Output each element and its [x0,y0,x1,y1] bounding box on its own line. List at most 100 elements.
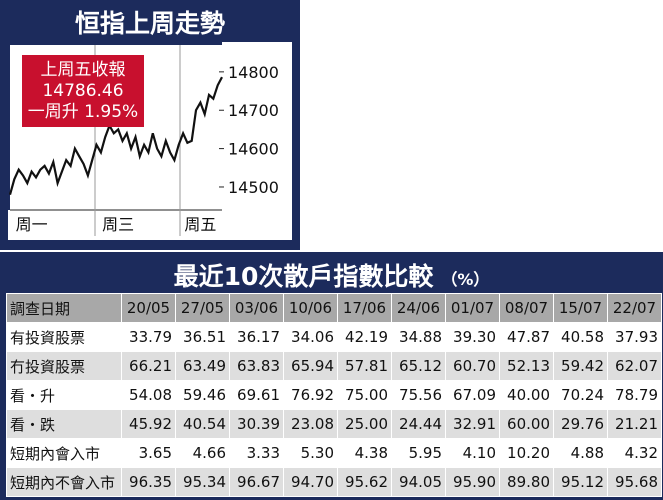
table-cell: 45.92 [121,409,176,439]
table-cell: 94.70 [283,467,338,497]
table-cell: 3.33 [229,438,284,468]
table-cell: 76.92 [283,380,338,410]
table-cell: 67.09 [445,380,500,410]
row-label: 短期內會入市 [6,438,122,468]
table-row: 短期內會入市 3.65 4.66 3.33 5.30 4.38 5.95 4.10 10.20 4… [6,438,662,468]
table-cell: 95.62 [337,467,392,497]
table-cell: 47.87 [499,322,554,352]
row-label: 看・升 [6,380,122,410]
table-cell: 5.95 [391,438,446,468]
table-cell: 75.00 [337,380,392,410]
table-cell: 89.80 [499,467,554,497]
table-cell: 42.19 [337,322,392,352]
table-cell: 59.42 [553,351,608,381]
table-row: 有投資股票 33.79 36.51 36.17 34.06 42.19 34.88 39.30… [6,322,662,352]
annotation-text: 14786.46 [42,81,123,101]
table-cell: 96.35 [121,467,176,497]
table-cell: 24.44 [391,409,446,439]
table-cell: 63.49 [175,351,230,381]
table-cell: 37.93 [607,322,662,352]
table-cell: 65.94 [283,351,338,381]
table-cell: 95.68 [607,467,662,497]
table-cell: 4.88 [553,438,608,468]
table-cell: 52.13 [499,351,554,381]
table-cell: 95.90 [445,467,500,497]
header-cell: 08/07 [499,293,554,323]
row-label: 冇投資股票 [6,351,122,381]
row-label: 有投資股票 [6,322,122,352]
table-cell: 32.91 [445,409,500,439]
table-cell: 96.67 [229,467,284,497]
table-cell: 95.34 [175,467,230,497]
table-cell: 60.00 [499,409,554,439]
table-panel: 最近10次散戶指數比較 （%） 調查日期 20/05 27/05 03/06 10/06 1… [0,252,663,500]
axis-strip [8,210,292,240]
chart-title: 恒指上周走勢 [74,9,225,38]
header-cell: 03/06 [229,293,284,323]
table-row: 短期內不會入市 96.35 95.34 96.67 94.70 95.62 94.05 95.… [6,467,662,497]
table-cell: 30.39 [229,409,284,439]
table-cell: 3.65 [121,438,176,468]
row-label: 看・跌 [6,409,122,439]
annotation-text: 一周升 1.95% [28,102,138,122]
table-cell: 36.51 [175,322,230,352]
header-cell: 22/07 [607,293,662,323]
row-label: 短期內不會入市 [6,467,122,497]
table-cell: 75.56 [391,380,446,410]
y-tick-label: 14600 [228,140,279,159]
header-cell: 24/06 [391,293,446,323]
table-cell: 34.06 [283,322,338,352]
table-cell: 40.54 [175,409,230,439]
table-cell: 25.00 [337,409,392,439]
table-cell: 5.30 [283,438,338,468]
table-cell: 21.21 [607,409,662,439]
table-cell: 65.12 [391,351,446,381]
table-cell: 59.46 [175,380,230,410]
header-cell: 20/05 [121,293,176,323]
header-cell: 調查日期 [6,293,122,323]
header-cell: 27/05 [175,293,230,323]
y-tick-label: 14500 [228,178,279,197]
table-cell: 69.61 [229,380,284,410]
table-cell: 95.12 [553,467,608,497]
table-title-row: 最近10次散戶指數比較 （%） [0,257,663,293]
header-cell: 15/07 [553,293,608,323]
table-cell: 60.70 [445,351,500,381]
header-cell: 01/07 [445,293,500,323]
table-cell: 62.07 [607,351,662,381]
header-row: 調查日期 20/05 27/05 03/06 10/06 17/06 24/06 01/07 0… [6,293,662,323]
index-line [8,76,223,195]
table-cell: 29.76 [553,409,608,439]
table-cell: 66.21 [121,351,176,381]
table-cell: 4.66 [175,438,230,468]
label-strip [222,42,292,210]
table-cell: 33.79 [121,322,176,352]
x-tick-label: 周三 [102,215,134,234]
table-row: 看・跌 45.92 40.54 30.39 23.08 25.00 24.44 32.91 60… [6,409,662,439]
chart-panel: 恒指上周走勢 14500 14600 14700 14800 周一 周三 周五 上周五收報 14… [0,0,300,250]
y-tick-label: 14700 [228,101,279,120]
table-row: 看・升 54.08 59.46 69.61 76.92 75.00 75.56 67.09 40… [6,380,662,410]
table-cell: 63.83 [229,351,284,381]
table-cell: 40.00 [499,380,554,410]
annotation-box [22,55,144,127]
table-cell: 4.10 [445,438,500,468]
y-tick-label: 14800 [228,63,279,82]
table-cell: 36.17 [229,322,284,352]
table-title: 最近10次散戶指數比較 [173,262,434,291]
table-row: 冇投資股票 66.21 63.49 63.83 65.94 57.81 65.12 60.70… [6,351,662,381]
table-unit: （%） [441,270,490,289]
table-cell: 78.79 [607,380,662,410]
table-cell: 57.81 [337,351,392,381]
header-cell: 17/06 [337,293,392,323]
header-cell: 10/06 [283,293,338,323]
table: 調查日期 20/05 27/05 03/06 10/06 17/06 24/06 01/07 0… [6,293,662,497]
table-cell: 39.30 [445,322,500,352]
table-cell: 70.24 [553,380,608,410]
x-tick-label: 周五 [184,215,216,234]
x-tick-label: 周一 [16,215,48,234]
table-cell: 23.08 [283,409,338,439]
table-cell: 4.38 [337,438,392,468]
table-cell: 10.20 [499,438,554,468]
